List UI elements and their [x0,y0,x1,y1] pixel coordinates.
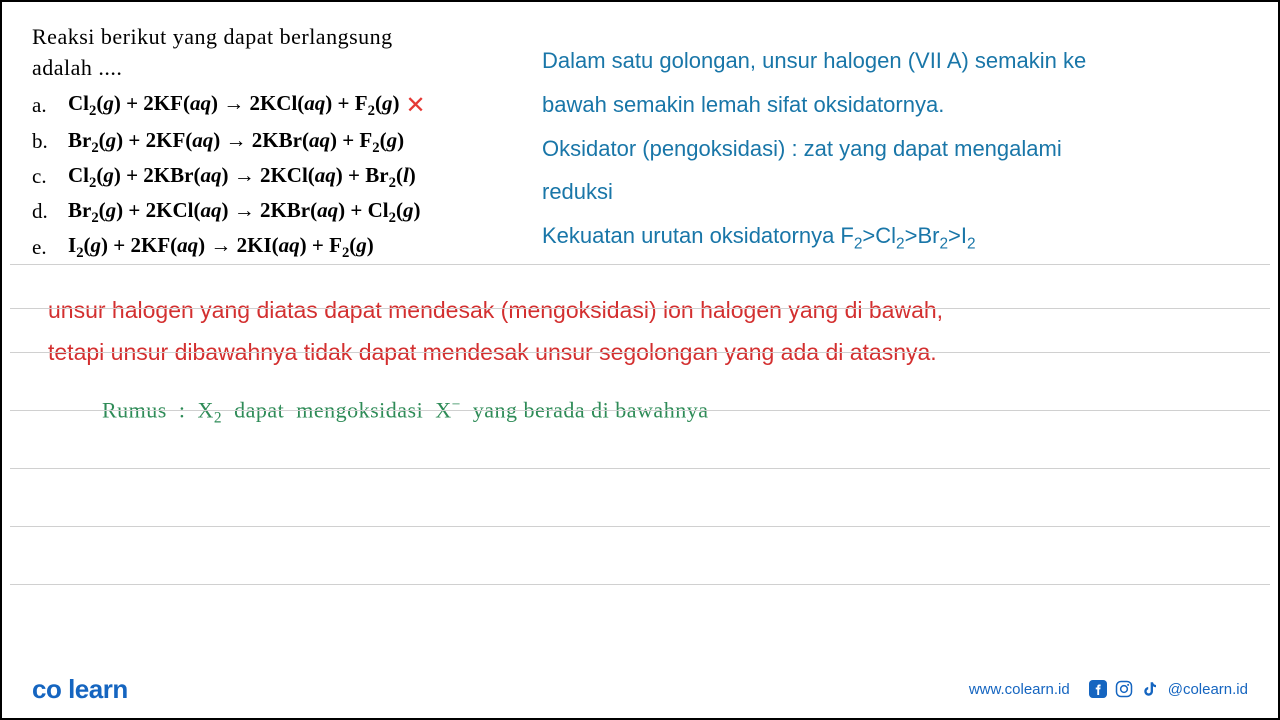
cross-icon: ✕ [405,88,425,124]
option-equation: Cl2(g) + 2KBr(aq) → 2KCl(aq) + Br2(l) [68,160,416,194]
option-equation: I2(g) + 2KF(aq) → 2KI(aq) + F2(g) [68,230,374,264]
rule-line [10,468,1270,469]
option-letter: d. [32,196,68,228]
option-letter: b. [32,126,68,158]
website-url: www.colearn.id [969,681,1070,698]
facebook-icon [1088,679,1108,699]
ruled-background [10,264,1270,653]
option-d: d. Br2(g) + 2KCl(aq) → 2KBr(aq) + Cl2(g) [32,195,512,229]
option-c: c. Cl2(g) + 2KBr(aq) → 2KCl(aq) + Br2(l) [32,160,512,194]
rule-line [10,352,1270,353]
instagram-icon [1114,679,1134,699]
options-list: a. Cl2(g) + 2KF(aq) → 2KCl(aq) + F2(g) ✕… [32,88,512,265]
prompt-line-2: adalah .... [32,55,122,80]
rule-line [10,264,1270,265]
question-prompt: Reaksi berikut yang dapat berlangsung ad… [32,22,512,84]
option-equation: Br2(g) + 2KCl(aq) → 2KBr(aq) + Cl2(g) [68,195,420,229]
explain-line: Kekuatan urutan oksidatornya F2>Cl2>Br2>… [542,215,1248,259]
question-block: Reaksi berikut yang dapat berlangsung ad… [32,22,512,266]
option-letter: c. [32,161,68,193]
tiktok-icon [1140,679,1160,699]
explain-line: Dalam satu golongan, unsur halogen (VII … [542,40,1248,82]
option-b: b. Br2(g) + 2KF(aq) → 2KBr(aq) + F2(g) [32,125,512,159]
option-equation: Br2(g) + 2KF(aq) → 2KBr(aq) + F2(g) [68,125,404,159]
rule-line [10,526,1270,527]
explain-line: bawah semakin lemah sifat oksidatornya. [542,84,1248,126]
option-a: a. Cl2(g) + 2KF(aq) → 2KCl(aq) + F2(g) ✕ [32,88,512,124]
option-equation: Cl2(g) + 2KF(aq) → 2KCl(aq) + F2(g) [68,88,399,122]
option-e: e. I2(g) + 2KF(aq) → 2KI(aq) + F2(g) [32,230,512,264]
social-handle: @colearn.id [1168,681,1248,698]
explain-line: reduksi [542,171,1248,213]
social-icons: @colearn.id [1088,679,1248,699]
rule-line [10,584,1270,585]
option-letter: a. [32,90,68,122]
rule-line [10,308,1270,309]
explanation-block: Dalam satu golongan, unsur halogen (VII … [542,22,1248,266]
footer: co learn www.colearn.id @colearn.id [2,660,1278,718]
option-letter: e. [32,232,68,264]
rule-line [10,410,1270,411]
prompt-line-1: Reaksi berikut yang dapat berlangsung [32,24,393,49]
explain-line: Oksidator (pengoksidasi) : zat yang dapa… [542,128,1248,170]
brand-logo: co learn [32,674,128,705]
